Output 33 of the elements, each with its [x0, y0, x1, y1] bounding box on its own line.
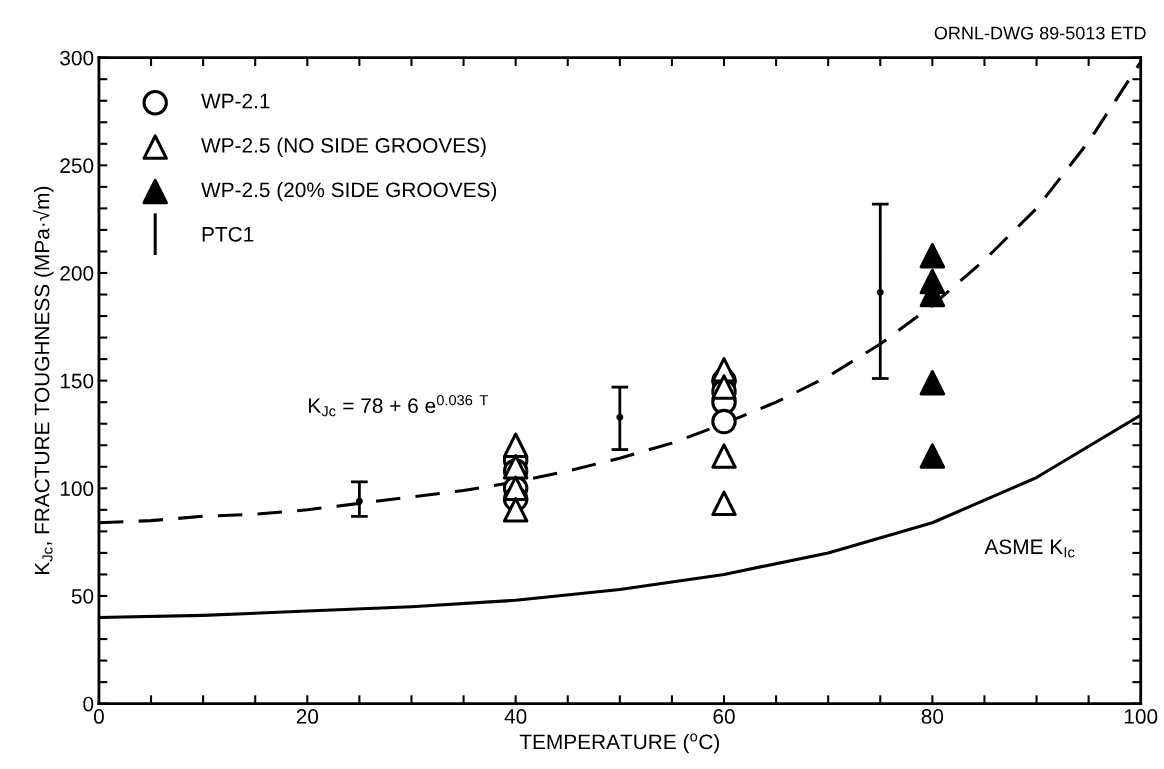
point	[876, 288, 884, 296]
y-tick-label: 0	[83, 696, 94, 712]
point	[919, 243, 946, 269]
point	[502, 497, 529, 523]
y-tick-label: 300	[60, 50, 94, 66]
y-tick-label: 200	[60, 266, 94, 281]
point	[616, 413, 624, 421]
x-tick-label: 20	[296, 709, 319, 724]
y-tick-label: 50	[71, 588, 94, 604]
annotation: K$_{Jc}$ = 78 + 6 e$^{0.036 T}$	[309, 394, 488, 417]
legend-label: WP-2.5 (NO SIDE GROOVES)	[201, 137, 486, 157]
x-tick-label: 100	[1124, 709, 1158, 724]
point	[919, 370, 946, 396]
x-axis-title: TEMPERATURE ($^{o}$C)	[519, 733, 719, 754]
x-tick-label: 0	[93, 709, 104, 724]
point	[355, 497, 363, 505]
annotation: ASME K$_{Ic}$	[984, 539, 1075, 558]
point	[711, 374, 737, 400]
x-tick-label: 80	[921, 709, 944, 724]
legend-label: PTC1	[202, 226, 254, 242]
y-axis-title: K$_{Jc}$, FRACTURE TOUGHNESS (MPa·√m)	[32, 186, 54, 575]
point	[919, 443, 946, 469]
text: ORNL-DWG 89-5013 ETD	[934, 26, 1146, 40]
y-tick-label: 250	[60, 158, 94, 174]
point	[711, 408, 737, 435]
point	[711, 443, 737, 469]
y-tick-label: 150	[60, 373, 94, 389]
legend-label: WP-2.1	[201, 93, 270, 109]
x-tick-label: 40	[504, 709, 527, 724]
y-tick-label: 100	[60, 481, 94, 497]
legend-label: WP-2.5 (20% SIDE GROOVES)	[201, 181, 497, 202]
x-tick-label: 60	[713, 709, 735, 724]
point	[711, 490, 737, 517]
